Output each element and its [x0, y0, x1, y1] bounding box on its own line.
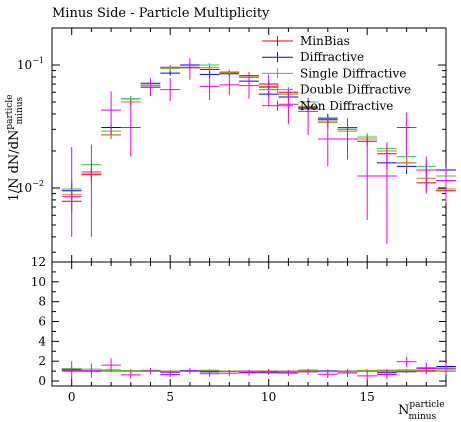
legend-label: Double Diffractive [300, 83, 411, 97]
ratio-data-points [61, 356, 456, 381]
ylabel-sup-text: particle [5, 94, 15, 129]
chart-title: Minus Side - Particle Multiplicity [52, 6, 270, 21]
ratio-axis-ticks: 0 5 10 15 0 2 4 6 8 10 12 [31, 255, 447, 404]
main-data-points [61, 58, 456, 245]
ylabel-sub-text: minus [15, 96, 25, 124]
x-tick-label: 5 [166, 390, 174, 404]
x-tick-label: 15 [360, 390, 375, 404]
main-axis-ticks: 10−1 10−2 [17, 27, 447, 262]
xlabel-sup-text: particle [409, 400, 444, 410]
x-tick-label: 10 [261, 390, 276, 404]
y-tick-label-ratio: 8 [38, 295, 46, 309]
svg-text:Nparticleminus: Nparticle minus [398, 400, 445, 422]
ratio-series-non-diffractive [61, 356, 456, 381]
legend: MinBias Diffractive Single Diffractive Doub… [262, 34, 411, 113]
legend-label: Single Diffractive [300, 66, 406, 80]
x-tick-label: 0 [68, 390, 76, 404]
legend-label: Diffractive [300, 50, 364, 64]
y-tick-label-ratio: 2 [38, 354, 46, 368]
y-tick-label-main: 10−2 [17, 179, 44, 195]
x-axis-label: Nparticle minus [398, 400, 445, 422]
y-tick-label-ratio: 10 [31, 275, 46, 289]
y-tick-label-main: 10−1 [17, 56, 44, 72]
ylabel-main-text: 1/N dN/dN [7, 130, 22, 202]
series-non-diffractive [61, 58, 456, 245]
y-tick-label-ratio: 4 [38, 334, 46, 348]
xlabel-sub-text: minus [409, 412, 437, 422]
y-axis-label: 1/N dN/dNparticleminus [5, 94, 25, 201]
legend-label: MinBias [300, 34, 350, 48]
y-tick-label-ratio: 0 [38, 374, 46, 388]
y-tick-label-ratio: 6 [38, 315, 46, 329]
svg-text:1/N dN/dNparticleminus: 1/N dN/dNparticleminus [5, 94, 25, 201]
xlabel-main-text: N [398, 403, 409, 418]
legend-label: Non Diffractive [300, 99, 393, 113]
y-tick-label-ratio: 12 [31, 255, 46, 269]
